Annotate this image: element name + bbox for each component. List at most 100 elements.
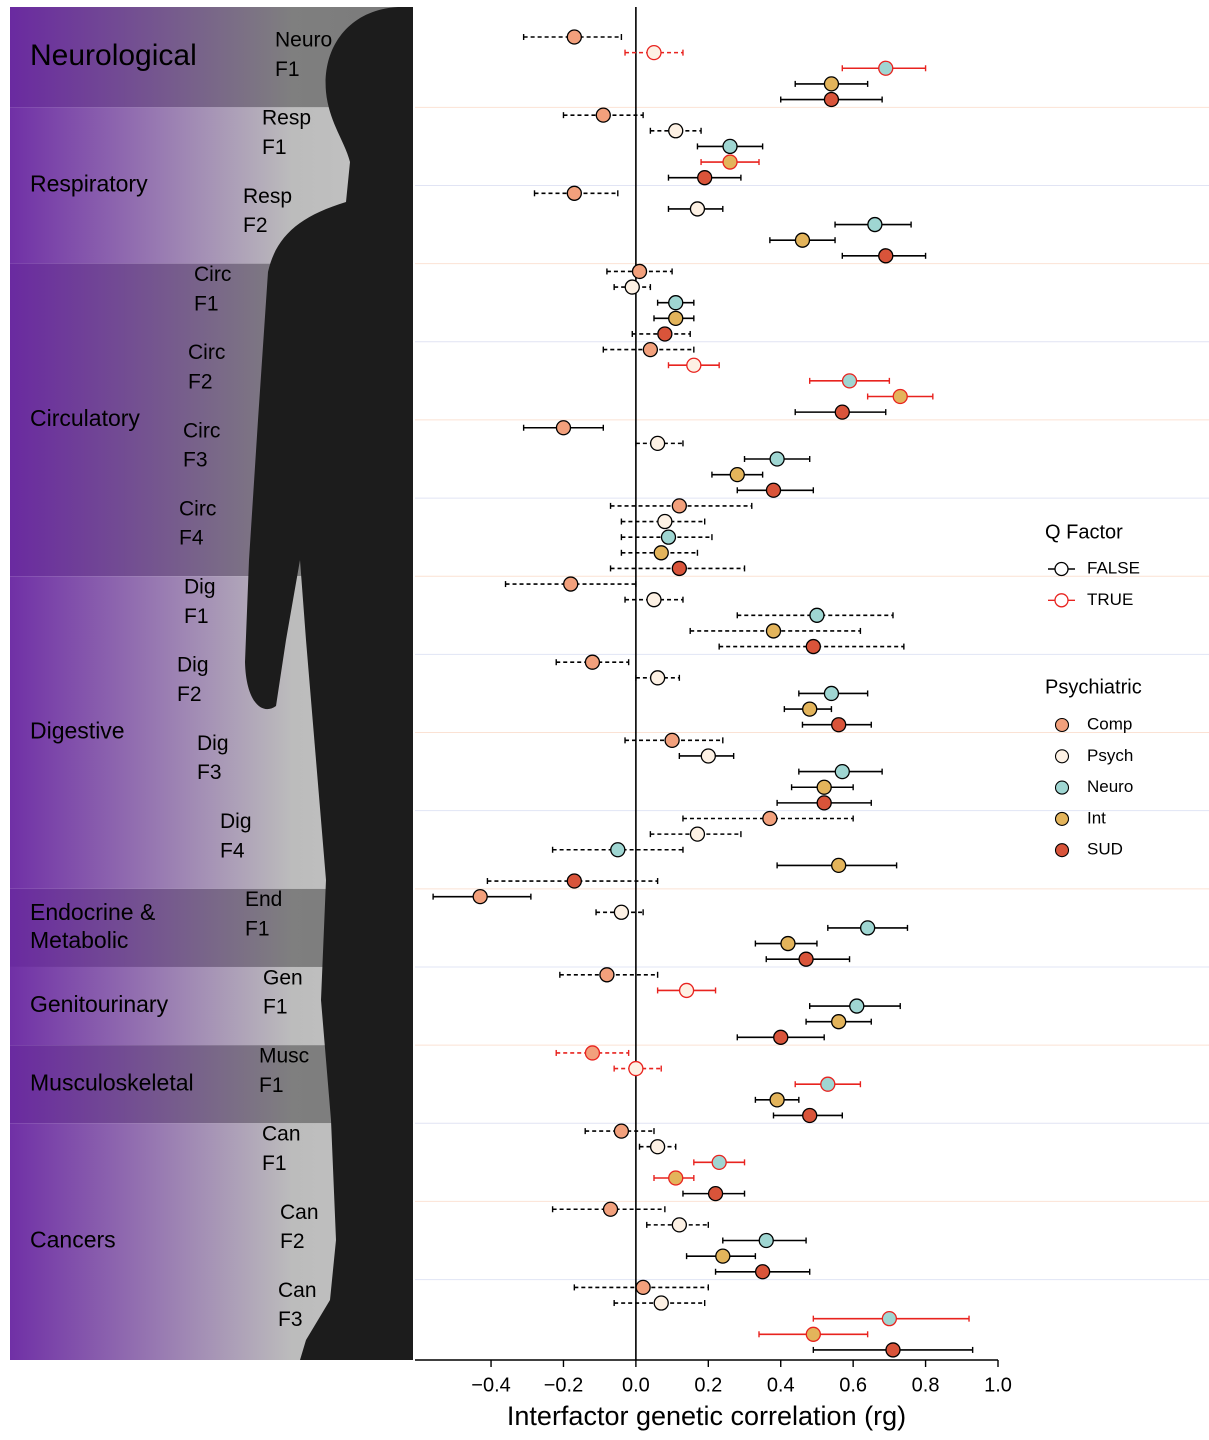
factor-label: F3 — [183, 449, 208, 472]
factor-label: Dig — [184, 576, 216, 599]
point — [802, 1107, 818, 1124]
factor-label: F2 — [188, 370, 213, 393]
factor-label: Circ — [194, 263, 231, 286]
point — [758, 1232, 774, 1249]
legend-symbol — [1054, 811, 1070, 826]
legend-label: TRUE — [1087, 590, 1133, 609]
point — [472, 889, 488, 905]
point — [646, 592, 662, 608]
factor-label: F1 — [275, 58, 300, 81]
point — [831, 857, 847, 874]
point — [689, 826, 706, 842]
legend-label: FALSE — [1087, 558, 1140, 577]
factor-label: F3 — [278, 1308, 303, 1331]
factor-label: F2 — [177, 683, 202, 706]
group-label: Respiratory — [30, 171, 148, 197]
point — [769, 1092, 785, 1108]
point — [566, 29, 582, 45]
point — [823, 91, 840, 108]
point — [834, 404, 850, 420]
legend-symbol — [1054, 780, 1070, 795]
point — [881, 1311, 898, 1327]
point — [885, 1342, 901, 1358]
legend-label: Comp — [1087, 714, 1132, 733]
point — [765, 623, 782, 639]
factor-label: F4 — [179, 527, 204, 550]
point — [794, 232, 811, 248]
point — [599, 967, 615, 983]
point — [769, 451, 785, 467]
point — [649, 1139, 666, 1155]
legend-label: Neuro — [1087, 777, 1133, 796]
factor-label: F1 — [263, 996, 288, 1019]
factor-label: F1 — [245, 917, 270, 940]
x-tick-label: 0.6 — [839, 1374, 867, 1396]
x-tick-label: 1.0 — [984, 1374, 1012, 1396]
point — [859, 920, 876, 936]
point — [816, 795, 832, 811]
point — [671, 1217, 687, 1233]
point — [566, 873, 582, 889]
factor-label: F2 — [243, 214, 268, 237]
point — [668, 123, 684, 139]
point — [671, 498, 687, 514]
factor-label: Can — [278, 1279, 317, 1302]
factor-label: Resp — [243, 185, 292, 208]
point — [649, 670, 666, 686]
point — [802, 701, 818, 717]
legend-symbol — [1054, 593, 1069, 608]
factor-label: F4 — [220, 839, 245, 862]
point — [602, 1201, 619, 1217]
point — [765, 482, 782, 498]
factor-label: Resp — [262, 107, 311, 130]
factor-label: F1 — [262, 136, 287, 159]
factor-label: Gen — [263, 966, 303, 989]
point — [798, 951, 814, 967]
x-axis-label: Interfactor genetic correlation (rg) — [507, 1401, 906, 1431]
legend-symbol — [1054, 717, 1070, 733]
factor-label: Dig — [197, 732, 229, 755]
point — [610, 842, 626, 858]
legend-label: Int — [1087, 808, 1106, 827]
factor-label: F2 — [280, 1230, 305, 1253]
point — [841, 373, 858, 389]
point — [649, 435, 666, 452]
legend-title: Psychiatric — [1045, 676, 1142, 698]
point — [653, 545, 669, 561]
point — [635, 1279, 651, 1296]
point — [671, 560, 687, 577]
factor-label: Circ — [183, 419, 220, 442]
point — [715, 1248, 731, 1264]
point — [613, 904, 630, 920]
point — [805, 1326, 821, 1342]
point — [816, 779, 832, 795]
body-silhouette — [245, 7, 413, 1360]
point — [711, 1154, 727, 1171]
point — [823, 76, 840, 92]
legend: Q Factor FALSE TRUE Psychiatric Comp Psych Neu… — [1045, 521, 1142, 858]
point — [631, 263, 648, 280]
group-label: Cancers — [30, 1227, 116, 1253]
group-label: Neurological — [30, 39, 197, 72]
point — [563, 576, 579, 592]
factor-label: Circ — [188, 341, 225, 364]
point — [613, 1123, 630, 1139]
point — [664, 732, 680, 748]
point — [780, 935, 796, 952]
factor-label: Musc — [259, 1044, 309, 1067]
x-tick-label: 0.4 — [767, 1374, 795, 1396]
factor-labels: Neurological Neuro F1 Respiratory Resp F1 Resp… — [30, 29, 332, 1332]
point — [555, 420, 572, 436]
point — [668, 295, 684, 311]
factor-label: F1 — [184, 605, 209, 628]
point — [700, 748, 716, 764]
point — [697, 170, 713, 186]
factor-label: Dig — [177, 654, 209, 677]
factor-label: Can — [280, 1201, 319, 1224]
point — [624, 279, 640, 295]
legend-label: SUD — [1087, 840, 1123, 859]
point — [689, 201, 706, 217]
point — [831, 717, 847, 733]
